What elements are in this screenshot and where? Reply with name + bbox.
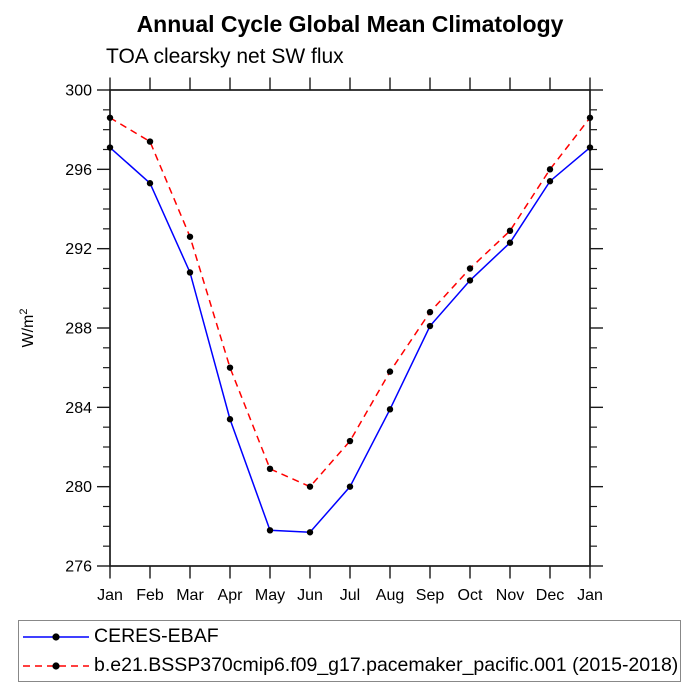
data-point-marker-series-0 [426,322,434,330]
x-axis-tick-label: Nov [496,587,524,604]
data-point-marker-series-0 [146,180,154,187]
data-point-marker-series-1 [426,308,434,316]
y-axis-tick-label: 292 [65,241,92,258]
data-point-marker-series-0 [506,239,514,246]
legend-label-ceres-ebaf: CERES-EBAF [94,625,219,647]
data-point-marker-series-0 [266,527,274,534]
legend-label-model: b.e21.BSSP370cmip6.f09_g17.pacemaker_pac… [94,654,679,676]
data-point-marker-series-1 [306,483,314,490]
x-axis-tick-label: Apr [218,587,244,604]
data-point-marker-series-0 [386,406,394,413]
x-axis-tick-label: Mar [176,587,204,604]
plot-area: 276 280 284 288 292 296 300 Jan Feb Mar Apr May Jun J… [18,77,603,604]
legend-marker-icon [52,632,60,641]
legend-line-sample-dashed [23,661,89,670]
data-point-marker-series-1 [226,364,234,371]
legend-line-sample-solid [23,632,89,641]
data-point-marker-series-0 [466,277,474,284]
data-point-marker-series-1 [186,233,194,240]
data-point-marker-series-0 [226,416,234,423]
data-point-marker-series-1 [146,138,154,145]
x-axis-tick-label: May [255,587,285,604]
chart-subtitle: TOA clearsky net SW flux [106,45,344,68]
data-point-marker-series-1 [546,166,554,173]
data-point-marker-series-0 [346,483,354,490]
x-axis-tick-label: Sep [416,587,445,604]
x-axis-tick-label: Feb [136,587,164,604]
data-point-marker-series-1 [466,265,474,272]
data-point-marker-series-0 [586,144,594,151]
data-point-marker-series-0 [186,269,194,276]
x-axis-tick-label: Jul [340,587,360,604]
data-point-marker-series-1 [266,465,274,473]
data-point-marker-series-1 [106,114,114,121]
legend-marker-icon [52,661,60,670]
data-point-marker-series-1 [586,114,594,121]
x-axis-tick-label: Oct [458,587,483,604]
data-point-marker-series-1 [386,368,394,375]
legend-entry-ceres-ebaf: CERES-EBAF [21,622,680,651]
x-axis-tick-label: Jan [97,587,123,604]
data-point-marker-series-1 [506,227,514,235]
x-axis-tick-label: Dec [536,587,564,604]
y-axis-tick-label: 276 [65,559,92,576]
x-axis-tick-label: Aug [376,587,404,604]
legend-box: CERES-EBAF b.e21.BSSP370cmip6.f09_g17.pa… [18,620,681,682]
data-point-marker-series-1 [346,437,354,445]
series-line-1 [109,117,591,488]
y-axis-tick-label: 280 [65,479,92,496]
y-axis-tick-label: 284 [65,400,92,417]
legend-entry-model: b.e21.BSSP370cmip6.f09_g17.pacemaker_pac… [21,651,680,680]
x-axis-tick-label: Jan [577,587,603,604]
plot-box [109,89,591,567]
y-axis-tick-label: 288 [65,321,92,338]
data-point-marker-series-0 [306,529,314,536]
x-axis-tick-label: Jun [297,587,323,604]
data-point-marker-series-0 [546,178,554,185]
series-line-0 [109,146,591,534]
y-axis-tick-label: 296 [65,162,92,179]
data-point-marker-series-0 [106,144,114,151]
chart-title: Annual Cycle Global Mean Climatology [136,11,564,37]
y-axis-title: W/m2 [18,309,37,348]
y-axis-tick-label: 300 [65,83,92,100]
